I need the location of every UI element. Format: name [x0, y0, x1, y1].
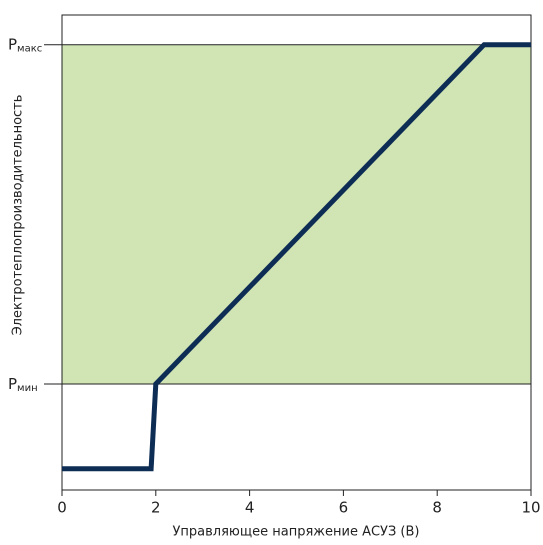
plot-frame — [61, 14, 532, 491]
y-tick-label: Pмакс — [8, 35, 42, 55]
x-tick-label: 2 — [151, 499, 161, 517]
band — [62, 44, 531, 384]
x-tick-label: 4 — [245, 499, 255, 517]
x-tick-label: 0 — [57, 499, 67, 517]
x-tick-label: 8 — [432, 499, 442, 517]
line-series — [62, 42, 531, 472]
x-axis-title: Управляющее напряжение АСУЗ (В) — [173, 525, 420, 540]
y-axis-title: Электротеплопроизводительность — [11, 95, 26, 336]
x-tick-label: 6 — [339, 499, 349, 517]
y-tick-label: Pмин — [8, 374, 38, 394]
x-tick-label: 10 — [521, 499, 540, 517]
